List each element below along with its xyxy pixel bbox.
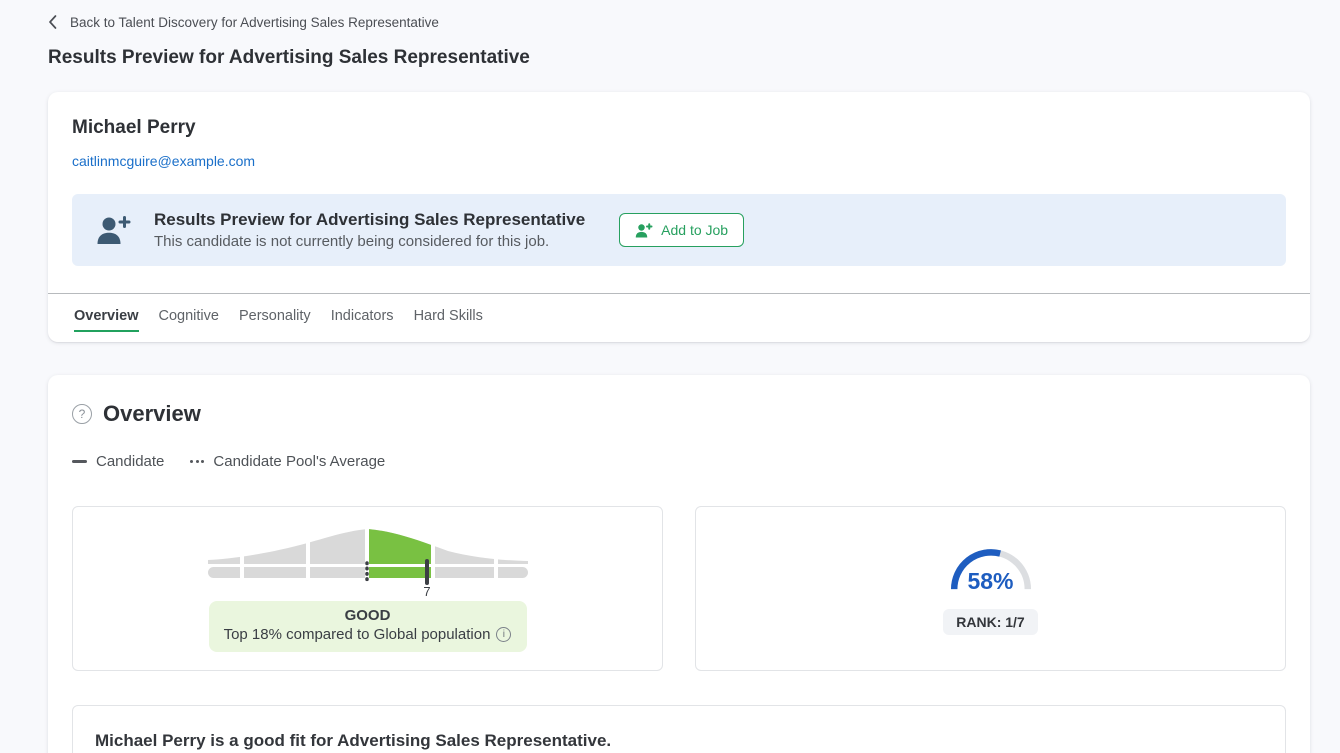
legend-label: Candidate xyxy=(96,453,164,470)
rating-badge: GOOD Top 18% compared to Global populati… xyxy=(209,601,527,652)
tab-bar: Overview Cognitive Personality Indicator… xyxy=(48,293,1310,342)
dotted-line-icon xyxy=(190,460,204,463)
distribution-chart: 7 xyxy=(203,526,533,598)
rating-comparison: Top 18% compared to Global population i xyxy=(209,625,527,645)
chart-legend: Candidate Candidate Pool's Average xyxy=(72,453,1286,470)
banner-subtitle: This candidate is not currently being co… xyxy=(154,233,585,250)
gauge-value: 58% xyxy=(945,568,1037,595)
legend-label: Candidate Pool's Average xyxy=(213,453,385,470)
tab-cognitive[interactable]: Cognitive xyxy=(159,308,219,332)
legend-item-pool-average: Candidate Pool's Average xyxy=(190,453,385,470)
overview-heading: Overview xyxy=(103,401,201,427)
legend-item-candidate: Candidate xyxy=(72,453,164,470)
candidate-email-link[interactable]: caitlinmcguire@example.com xyxy=(72,153,255,169)
tab-indicators[interactable]: Indicators xyxy=(331,308,394,332)
add-to-job-button[interactable]: Add to Job xyxy=(619,213,744,247)
fit-summary-text: Michael Perry is a good fit for Advertis… xyxy=(95,731,1263,751)
page: Back to Talent Discovery for Advertising… xyxy=(0,0,1340,753)
candidate-name: Michael Perry xyxy=(72,117,1286,139)
tab-hard-skills[interactable]: Hard Skills xyxy=(414,308,483,332)
tab-personality[interactable]: Personality xyxy=(239,308,311,332)
candidate-card: Michael Perry caitlinmcguire@example.com… xyxy=(48,92,1310,342)
add-to-job-label: Add to Job xyxy=(661,222,728,238)
results-preview-banner: Results Preview for Advertising Sales Re… xyxy=(72,194,1286,266)
person-add-icon xyxy=(96,215,132,245)
overview-heading-row: ? Overview xyxy=(72,401,1286,427)
page-title: Results Preview for Advertising Sales Re… xyxy=(48,47,1310,69)
distribution-box: 7 GOOD Top 18% compared to Global popula… xyxy=(72,506,663,671)
overview-card: ? Overview Candidate Candidate Pool's Av… xyxy=(48,375,1310,753)
chevron-left-icon xyxy=(48,14,58,30)
fit-summary-box: Michael Perry is a good fit for Advertis… xyxy=(72,705,1286,753)
question-mark-icon[interactable]: ? xyxy=(72,404,92,424)
back-link-label: Back to Talent Discovery for Advertising… xyxy=(70,15,439,30)
candidate-score-label: 7 xyxy=(423,584,430,598)
gauge-box: 58% RANK: 1/7 xyxy=(695,506,1286,671)
score-track-highlight xyxy=(369,567,431,578)
solid-dash-icon xyxy=(72,460,87,463)
stat-boxes: 7 GOOD Top 18% compared to Global popula… xyxy=(72,506,1286,671)
rating-label: GOOD xyxy=(209,606,527,625)
percent-gauge: 58% xyxy=(945,543,1037,593)
banner-text: Results Preview for Advertising Sales Re… xyxy=(154,210,585,250)
banner-title: Results Preview for Advertising Sales Re… xyxy=(154,210,585,230)
rank-badge: RANK: 1/7 xyxy=(943,609,1037,635)
person-add-icon xyxy=(635,223,653,238)
info-icon[interactable]: i xyxy=(496,627,511,642)
back-link[interactable]: Back to Talent Discovery for Advertising… xyxy=(48,14,439,30)
tab-overview[interactable]: Overview xyxy=(74,308,139,332)
